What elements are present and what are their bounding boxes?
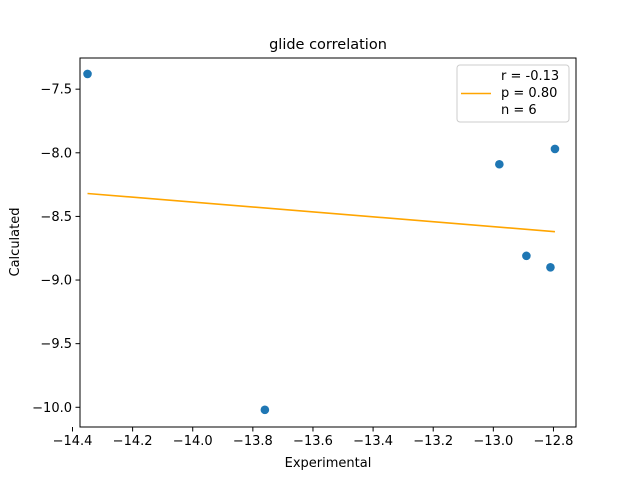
legend-entry-n: n = 6 — [501, 103, 537, 118]
legend: r = -0.13 p = 0.80 n = 6 — [456, 64, 570, 123]
plot-area — [83, 69, 560, 415]
data-point — [522, 251, 531, 261]
x-tick-label: −13.2 — [413, 434, 453, 449]
legend-box — [456, 64, 570, 123]
y-tick-label: −10.0 — [32, 401, 72, 416]
legend-entry-r: r = -0.13 — [501, 69, 559, 84]
y-tick-label: −8.5 — [40, 210, 72, 225]
x-tick-label: −13.8 — [233, 434, 273, 449]
x-tick-label: −14.2 — [113, 434, 153, 449]
data-point — [260, 405, 270, 415]
y-tick-label: −9.0 — [40, 274, 72, 289]
legend-entry-p: p = 0.80 — [501, 86, 557, 101]
x-tick-label: −12.8 — [534, 434, 574, 449]
fit-line — [87, 192, 556, 233]
axes-frame — [79, 57, 577, 428]
chart-title: glide correlation — [269, 37, 387, 53]
y-tick-label: −8.0 — [40, 146, 72, 161]
data-point — [495, 159, 504, 169]
x-tick-label: −13.6 — [293, 434, 333, 449]
x-tick-label: −13.4 — [353, 434, 393, 449]
y-tick-label: −7.5 — [40, 83, 72, 98]
y-axis-label: Calculated — [8, 208, 23, 277]
x-tick-label: −14.4 — [53, 434, 93, 449]
data-point — [83, 69, 92, 79]
data-point — [546, 263, 555, 272]
data-point — [550, 144, 560, 154]
y-tick-label: −9.5 — [40, 337, 72, 352]
axes: −14.4 −14.2 −14.0 −13.8 −13.6 −13.4 −13.2 −13.0… — [32, 57, 577, 449]
x-axis-label: Experimental — [285, 456, 372, 471]
x-tick-label: −13.0 — [473, 434, 513, 449]
x-tick-label: −14.0 — [173, 434, 213, 449]
